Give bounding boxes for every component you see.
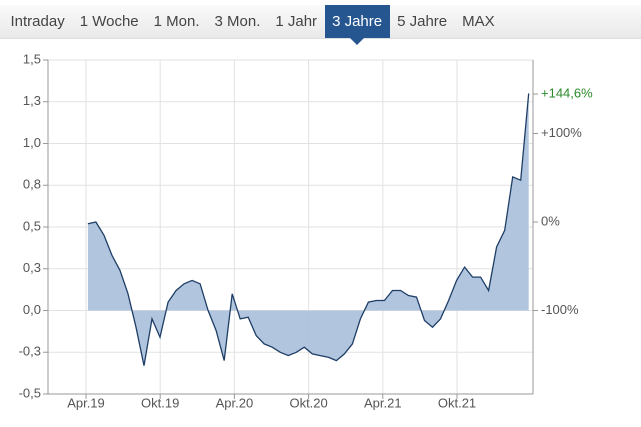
y-tick-label: 1,3 xyxy=(23,93,41,108)
y-tick-label: 0,3 xyxy=(23,260,41,275)
y2-tick-label: +100% xyxy=(541,125,582,140)
period-tab[interactable]: 3 Mon. xyxy=(214,13,261,30)
period-tab[interactable]: MAX xyxy=(462,13,495,30)
period-tab[interactable]: 1 Mon. xyxy=(153,13,200,30)
period-tab[interactable]: 1 Jahr xyxy=(275,13,318,30)
x-tick-label: Apr.19 xyxy=(67,395,105,410)
period-tab[interactable]: Intraday xyxy=(10,13,65,30)
x-tick-label: Okt.19 xyxy=(141,395,179,410)
y-tick-label: 1,5 xyxy=(23,51,41,66)
x-tick-label: Okt.21 xyxy=(438,395,476,410)
area-fill xyxy=(87,93,529,366)
y-tick-label: -0,5 xyxy=(19,385,41,400)
y-tick-label: 1,0 xyxy=(23,135,41,150)
y-tick-label: 0,5 xyxy=(23,218,41,233)
y2-tick-label: -100% xyxy=(541,302,579,317)
y-tick-label: -0,3 xyxy=(19,344,41,359)
y-tick-label: 0,0 xyxy=(23,302,41,317)
y-tick-label: 0,8 xyxy=(23,177,41,192)
y2-tick-label: 0% xyxy=(541,213,560,228)
period-tab[interactable]: 3 Jahre xyxy=(324,5,390,45)
tab-bar: Intraday 1 Woche 1 Mon. 3 Mon. 1 Jahr 3 Jahre… xyxy=(0,5,641,45)
price-line xyxy=(87,93,530,366)
x-tick-label: Okt.20 xyxy=(289,395,327,410)
period-tab[interactable]: 5 Jahre xyxy=(397,13,448,30)
x-tick-label: Apr.21 xyxy=(364,395,402,410)
annotation-label: +144,6% xyxy=(541,86,593,101)
period-tab[interactable]: 1 Woche xyxy=(79,13,139,30)
x-tick-label: Apr.20 xyxy=(216,395,254,410)
